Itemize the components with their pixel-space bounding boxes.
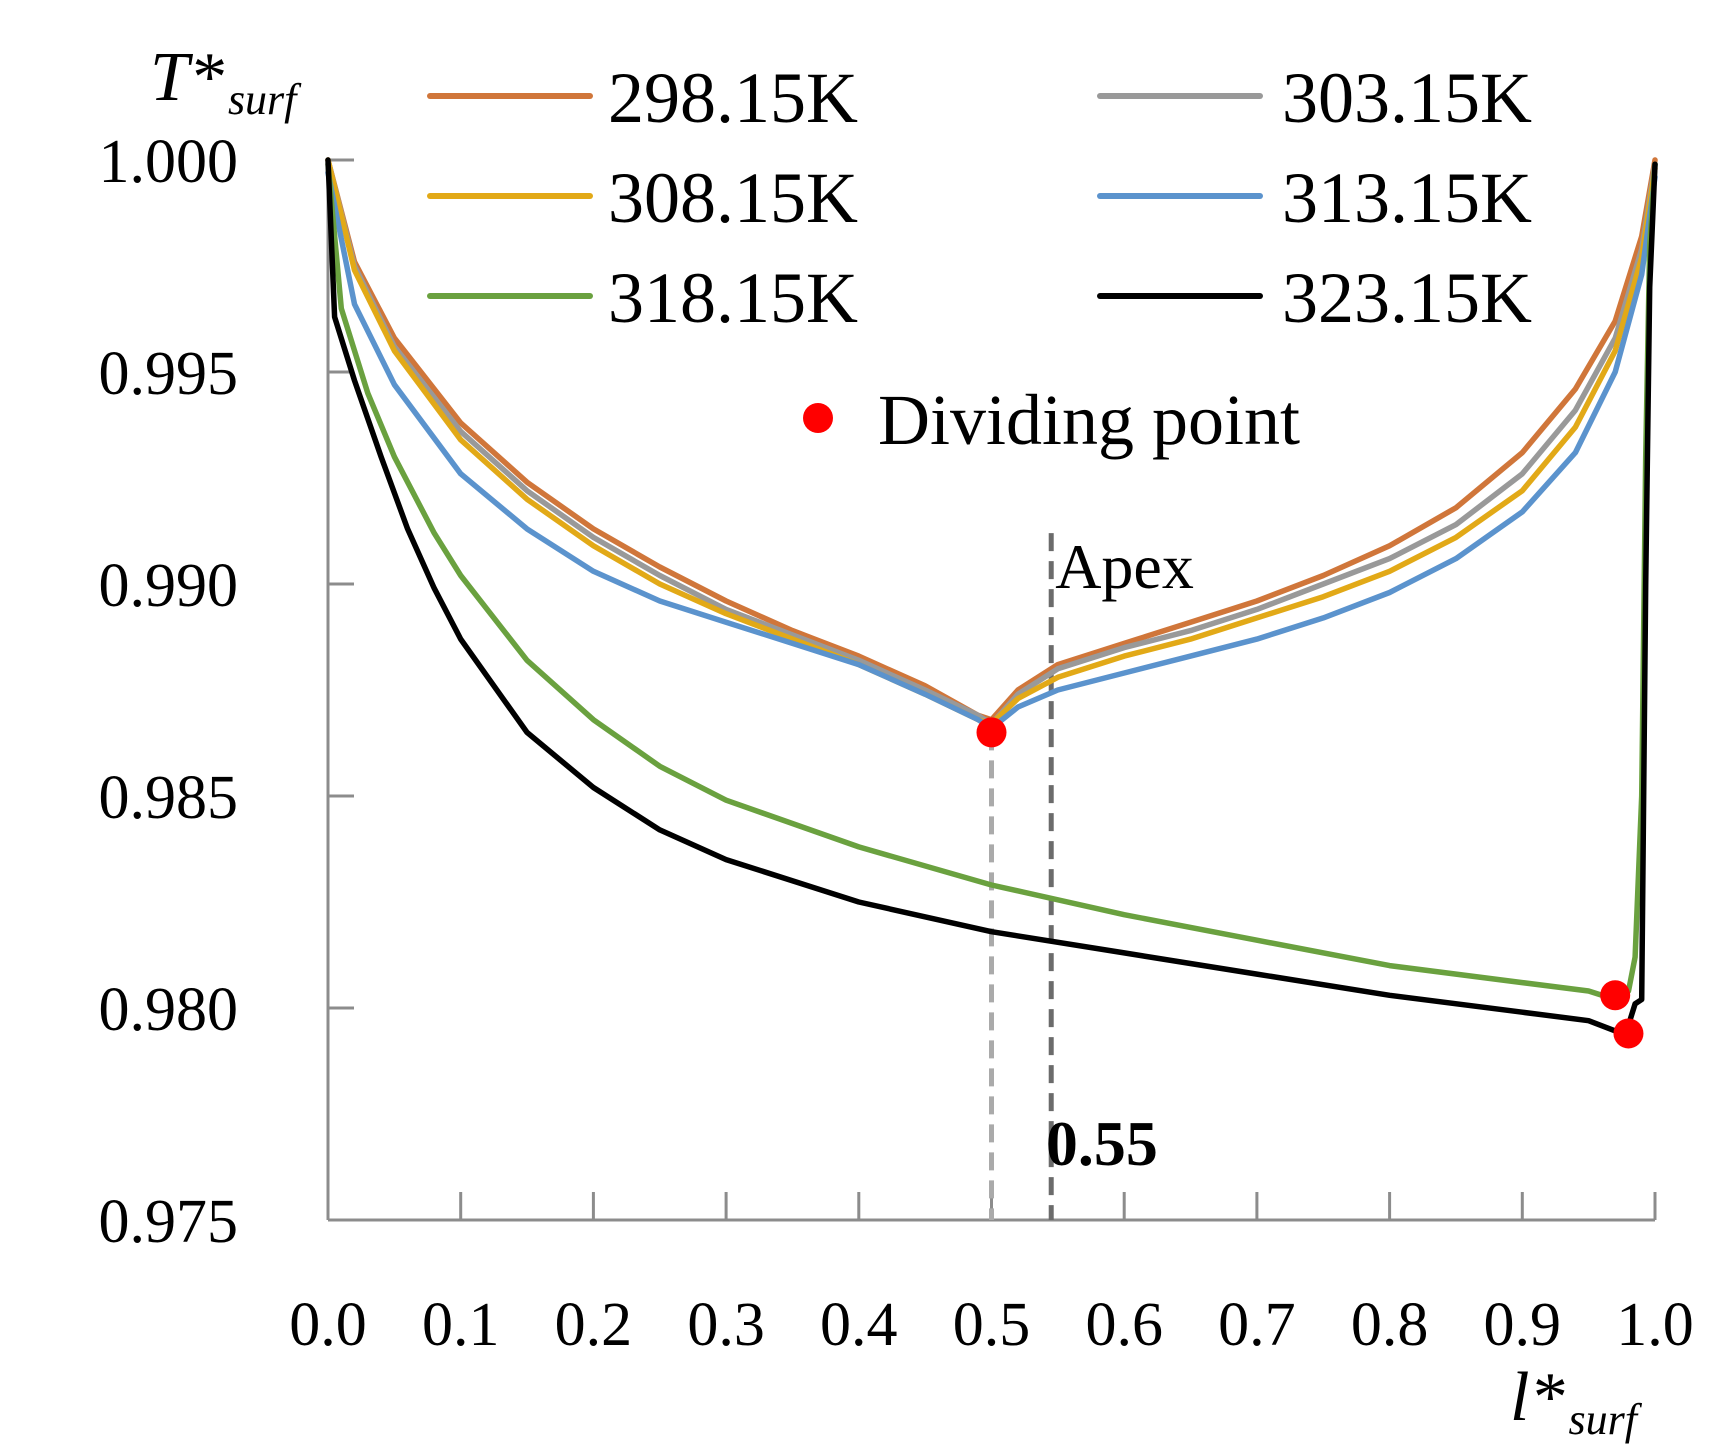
series-line-313-15k (325, 169, 1658, 731)
legend-label-323-15k: 323.15K (1282, 258, 1532, 338)
x-tick-label: 0.2 (555, 1291, 633, 1359)
y-tick-label: 1.000 (99, 128, 239, 196)
x-tick-label: 0.5 (953, 1291, 1031, 1359)
dividing-point-marker (1600, 980, 1631, 1011)
legend-label-318-15k: 318.15K (608, 258, 858, 338)
annotation-label-apex: Apex (1055, 531, 1194, 602)
x-tick-label: 0.4 (820, 1291, 898, 1359)
annotation-label-0-55: 0.55 (1046, 1108, 1158, 1179)
series-line-323-15k (325, 157, 1658, 1037)
x-tick-label: 0.1 (422, 1291, 500, 1359)
dividing-points (976, 717, 1644, 1049)
legend-marker-dividing-point (803, 403, 833, 433)
axis-labels: T*surf l*surf (150, 39, 1643, 1444)
legend-label-308-15k: 308.15K (608, 158, 858, 238)
y-tick-label: 0.975 (99, 1188, 239, 1256)
dividing-point-marker (976, 717, 1007, 748)
x-tick-label: 0.9 (1484, 1291, 1562, 1359)
y-axis-title: T*surf (150, 39, 302, 124)
legend-label-298-15k: 298.15K (608, 58, 858, 138)
x-tick-label: 1.0 (1616, 1291, 1694, 1359)
series-line-308-15k (325, 157, 1658, 727)
x-tick-label: 0.3 (687, 1291, 765, 1359)
dividing-point-marker (1613, 1018, 1644, 1049)
legend-label-dividing-point: Dividing point (878, 380, 1300, 460)
legend-label-313-15k: 313.15K (1282, 158, 1532, 238)
series-group (325, 157, 1658, 1037)
x-tick-label: 0.8 (1351, 1291, 1429, 1359)
x-tick-label: 0.0 (289, 1291, 367, 1359)
y-tick-label: 0.990 (99, 552, 239, 620)
x-tick-label: 0.6 (1085, 1291, 1163, 1359)
annotations: Apex 0.55 (989, 531, 1194, 1220)
y-tick-label: 0.995 (99, 340, 239, 408)
series-line-298-15k (325, 157, 1658, 723)
legend: 298.15K 303.15K 308.15K 313.15K 318.15K 323.1… (427, 58, 1532, 460)
x-axis-title: l*surf (1510, 1359, 1643, 1444)
y-tick-label: 0.980 (99, 976, 239, 1044)
x-tick-label: 0.7 (1218, 1291, 1296, 1359)
legend-label-303-15k: 303.15K (1282, 58, 1532, 138)
y-tick-label: 0.985 (99, 764, 239, 832)
series-line-318-15k (325, 161, 1658, 1003)
